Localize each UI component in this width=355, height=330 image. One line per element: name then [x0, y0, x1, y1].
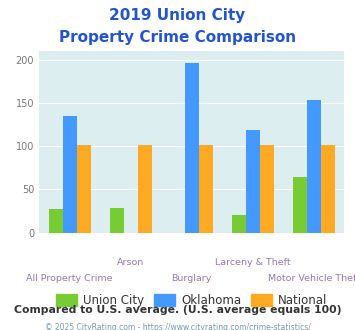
Bar — [199, 145, 213, 233]
Bar — [138, 145, 152, 233]
Text: 2019 Union City: 2019 Union City — [109, 8, 246, 23]
Text: Motor Vehicle Theft: Motor Vehicle Theft — [268, 274, 355, 283]
Bar — [62, 116, 77, 233]
Legend: Union City, Oklahoma, National: Union City, Oklahoma, National — [51, 289, 332, 312]
Bar — [110, 208, 124, 233]
Bar — [307, 100, 321, 233]
Bar — [260, 145, 274, 233]
Bar — [293, 177, 307, 233]
Text: Compared to U.S. average. (U.S. average equals 100): Compared to U.S. average. (U.S. average … — [14, 305, 341, 315]
Bar — [49, 209, 62, 233]
Text: Property Crime Comparison: Property Crime Comparison — [59, 30, 296, 45]
Text: Arson: Arson — [117, 258, 144, 267]
Text: Burglary: Burglary — [171, 274, 212, 283]
Text: © 2025 CityRating.com - https://www.cityrating.com/crime-statistics/: © 2025 CityRating.com - https://www.city… — [45, 323, 310, 330]
Bar — [77, 145, 91, 233]
Bar — [185, 63, 199, 233]
Text: All Property Crime: All Property Crime — [26, 274, 113, 283]
Bar — [232, 214, 246, 233]
Bar — [246, 130, 260, 233]
Text: Larceny & Theft: Larceny & Theft — [215, 258, 291, 267]
Bar — [321, 145, 335, 233]
